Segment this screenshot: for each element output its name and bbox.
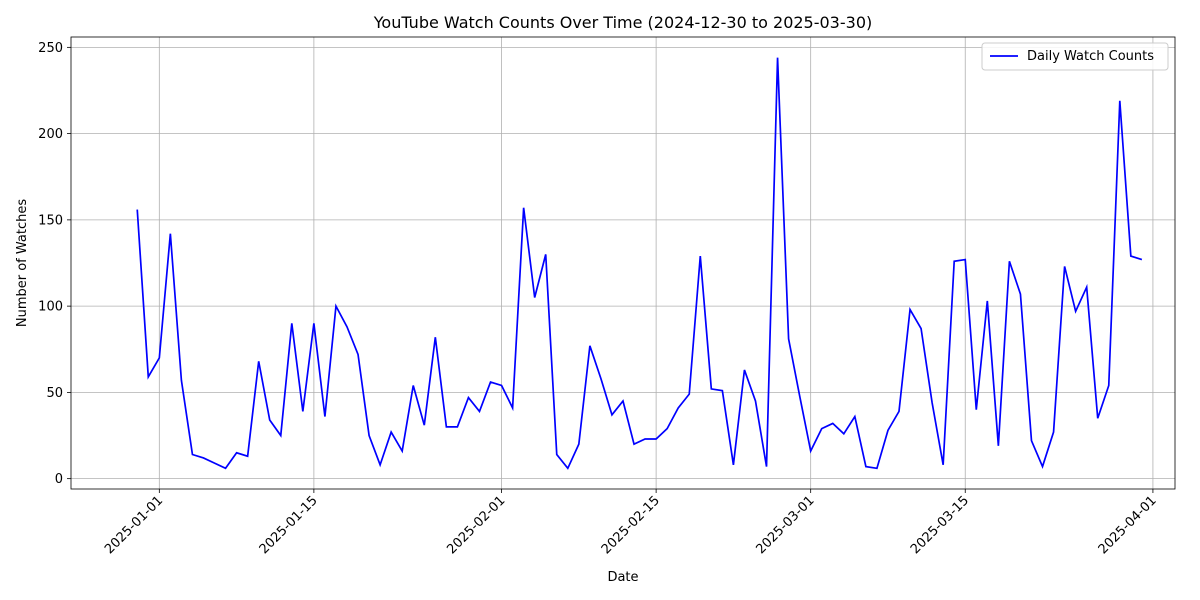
plot-frame — [70, 36, 1176, 490]
legend-label: Daily Watch Counts — [1027, 49, 1154, 64]
x-axis-label: Date — [607, 570, 638, 585]
y-tick-label: 150 — [38, 213, 63, 228]
y-tick-label: 0 — [55, 472, 63, 487]
y-axis-label: Number of Watches — [15, 199, 30, 327]
y-tick-label: 50 — [46, 386, 63, 401]
series-line-daily-watch-counts — [136, 57, 1143, 470]
legend-box — [981, 42, 1169, 71]
y-tick-label: 250 — [38, 41, 63, 56]
chart-title: YouTube Watch Counts Over Time (2024-12-… — [373, 13, 872, 32]
y-tick-label: 100 — [38, 300, 63, 315]
legend: Daily Watch Counts — [981, 42, 1169, 71]
y-tick-label: 200 — [38, 127, 63, 142]
